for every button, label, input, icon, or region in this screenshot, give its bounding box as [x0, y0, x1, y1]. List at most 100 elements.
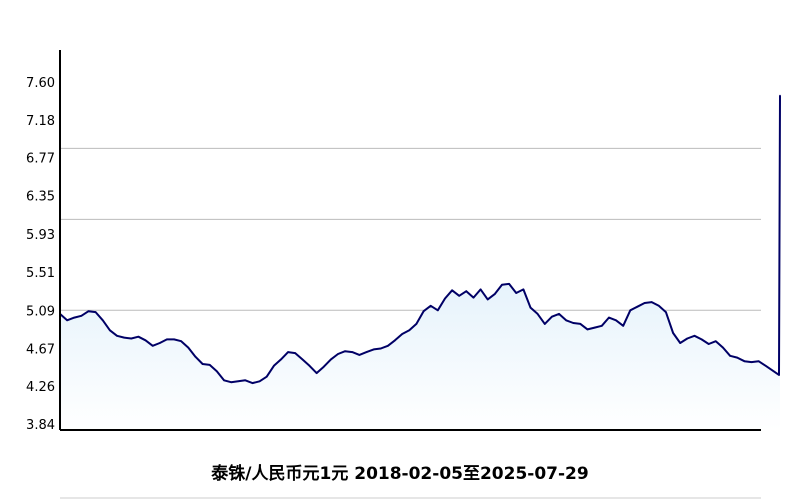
data-point [558, 313, 560, 315]
y-tick-labels: 3.84 4.26 4.67 5.09 5.51 5.93 6.35 6.77 7.18 7.60 [26, 76, 55, 433]
data-point [422, 310, 425, 313]
data-point [216, 370, 218, 373]
y-tick-label: 5.51 [26, 266, 55, 281]
data-point [729, 355, 731, 357]
data-point [244, 379, 247, 382]
data-point [672, 332, 674, 334]
data-point [522, 288, 525, 291]
y-tick-label: 6.77 [26, 151, 55, 166]
y-tick-label: 3.84 [26, 418, 55, 433]
data-point [230, 381, 232, 384]
data-point [494, 293, 496, 295]
data-point [187, 346, 190, 349]
data-point [116, 335, 118, 337]
data-point [736, 356, 738, 359]
y-tick-label: 5.09 [26, 304, 55, 319]
data-point [501, 284, 503, 286]
y-tick-label: 7.18 [26, 114, 55, 129]
data-point [408, 329, 411, 332]
data-point [144, 339, 147, 342]
data-point [130, 337, 133, 340]
data-point [601, 325, 603, 327]
data-point [358, 354, 361, 356]
data-point [180, 340, 182, 343]
data-point [330, 358, 332, 361]
data-point [544, 323, 546, 325]
data-point [779, 94, 781, 97]
data-point [658, 305, 660, 307]
data-point [173, 338, 175, 341]
data-point [743, 360, 746, 363]
data-point [394, 339, 396, 342]
data-point [579, 323, 582, 325]
data-point [508, 283, 510, 285]
data-point [308, 365, 311, 367]
data-point [565, 319, 567, 322]
data-point [194, 355, 197, 358]
data-point [351, 351, 354, 353]
data-point [679, 342, 681, 344]
data-point [529, 306, 532, 309]
data-point [73, 316, 76, 319]
data-point [102, 319, 104, 322]
data-point [700, 338, 703, 341]
data-point [237, 380, 239, 383]
data-point [159, 342, 161, 344]
data-point [515, 292, 517, 294]
data-point [166, 338, 168, 341]
y-tick-label: 5.93 [26, 228, 55, 243]
data-point [608, 316, 610, 319]
data-point [265, 375, 268, 378]
data-point [686, 337, 689, 340]
data-point [66, 319, 68, 322]
data-point [465, 290, 468, 293]
y-tick-label: 6.35 [26, 190, 55, 205]
data-point [323, 365, 325, 368]
data-point [137, 335, 140, 338]
data-point [208, 364, 211, 366]
data-point [444, 297, 446, 300]
data-point [387, 345, 389, 347]
y-tick-label: 4.26 [26, 380, 55, 395]
data-point [536, 313, 539, 315]
chart-title: 泰铢/人民币元1元 2018-02-05至2025-07-29 [211, 463, 588, 484]
data-point [650, 301, 653, 303]
data-point [693, 335, 696, 337]
y-tick-label: 7.60 [26, 76, 55, 91]
data-point [94, 311, 97, 313]
data-point [665, 311, 667, 313]
data-point [707, 343, 710, 345]
data-point [109, 329, 111, 332]
data-point [294, 352, 297, 354]
data-point [87, 310, 90, 313]
data-point [615, 319, 617, 322]
y-tick-label: 4.67 [26, 343, 55, 358]
data-point [451, 289, 453, 292]
data-point [486, 298, 489, 301]
data-point [365, 351, 368, 353]
data-point [372, 348, 375, 351]
data-point [280, 358, 282, 361]
data-point [778, 374, 780, 376]
data-point [458, 295, 461, 297]
data-point [622, 325, 624, 327]
data-point [437, 309, 439, 312]
data-point [251, 382, 254, 384]
data-point [415, 323, 418, 325]
data-point [223, 379, 225, 382]
data-point [301, 358, 304, 361]
data-point [80, 315, 83, 317]
data-point [479, 288, 482, 291]
area-fill [60, 95, 780, 430]
data-point [572, 322, 575, 324]
data-point [757, 360, 760, 363]
data-point [593, 326, 596, 329]
data-point [344, 350, 346, 353]
data-point [315, 372, 318, 374]
data-point [472, 296, 475, 299]
data-point [273, 365, 275, 367]
data-point [586, 328, 589, 331]
series-line [59, 95, 781, 385]
data-point [123, 336, 125, 339]
